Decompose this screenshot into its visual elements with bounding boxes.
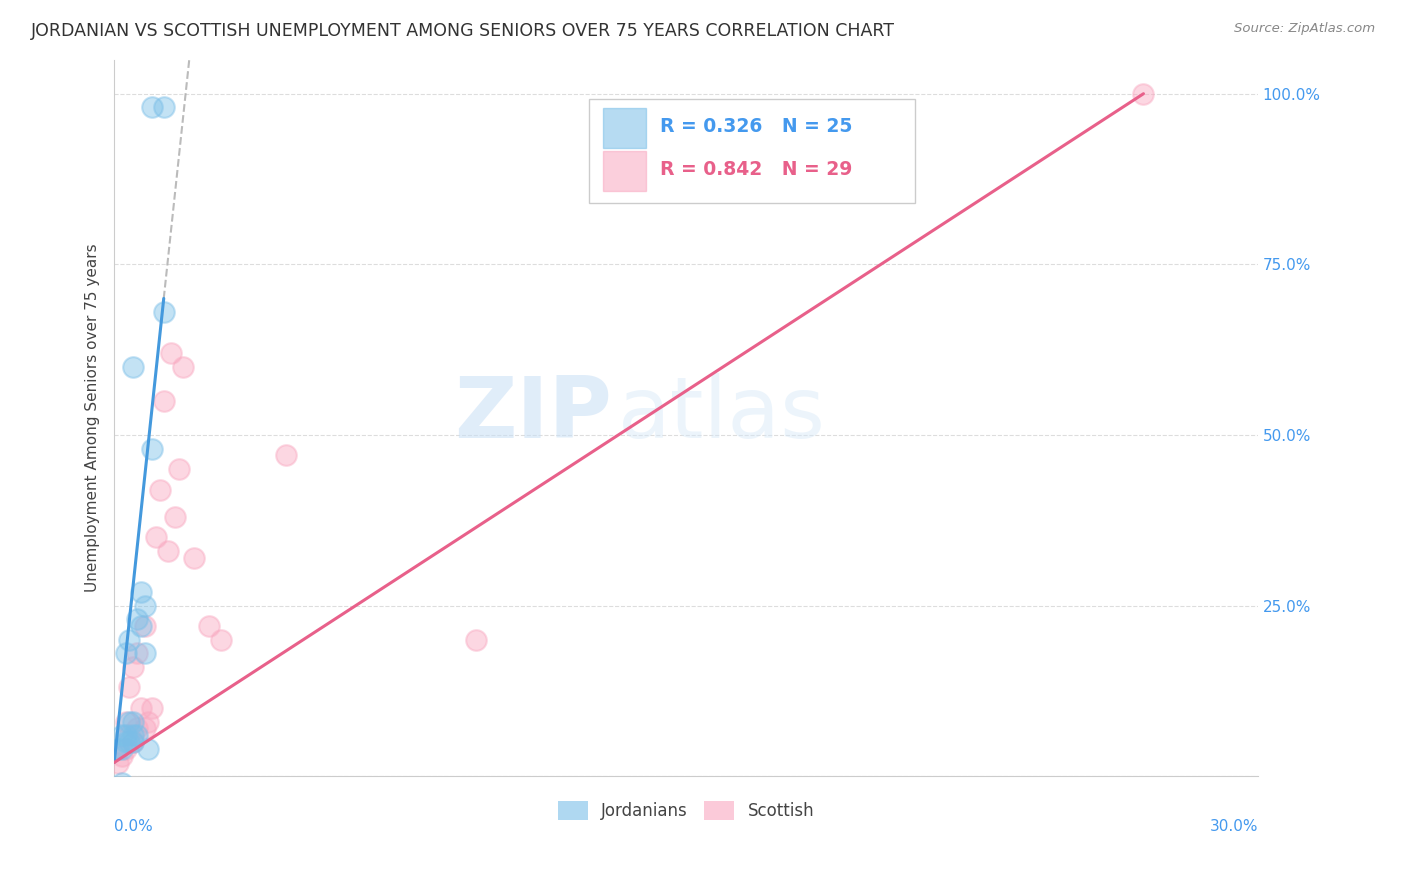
- Point: [111, 776, 134, 790]
- Point: [141, 100, 163, 114]
- Bar: [603, 152, 645, 191]
- Text: 0.0%: 0.0%: [114, 819, 153, 834]
- Text: 30.0%: 30.0%: [1209, 819, 1258, 834]
- Point: [167, 462, 190, 476]
- Point: [122, 714, 145, 729]
- Point: [165, 509, 187, 524]
- Point: [138, 742, 160, 756]
- Point: [111, 742, 134, 756]
- Point: [114, 646, 136, 660]
- Y-axis label: Unemployment Among Seniors over 75 years: Unemployment Among Seniors over 75 years: [86, 244, 100, 592]
- Text: R = 0.326   N = 25: R = 0.326 N = 25: [659, 117, 852, 136]
- Legend: Jordanians, Scottish: Jordanians, Scottish: [550, 793, 823, 829]
- Point: [118, 681, 141, 695]
- Point: [122, 735, 145, 749]
- Point: [160, 346, 183, 360]
- Point: [152, 393, 174, 408]
- Text: atlas: atlas: [617, 373, 825, 456]
- Point: [114, 728, 136, 742]
- Point: [156, 544, 179, 558]
- Point: [114, 714, 136, 729]
- Point: [125, 612, 148, 626]
- Point: [134, 722, 156, 736]
- Text: R = 0.842   N = 29: R = 0.842 N = 29: [659, 160, 852, 178]
- Point: [141, 442, 163, 456]
- Text: ZIP: ZIP: [454, 373, 612, 456]
- Bar: [603, 108, 645, 148]
- Point: [183, 550, 205, 565]
- Point: [134, 646, 156, 660]
- Point: [122, 735, 145, 749]
- Point: [122, 660, 145, 674]
- Point: [125, 728, 148, 742]
- Point: [129, 619, 152, 633]
- Point: [172, 359, 194, 374]
- Point: [122, 359, 145, 374]
- Point: [107, 742, 129, 756]
- Point: [1132, 87, 1154, 101]
- Point: [118, 632, 141, 647]
- Point: [118, 714, 141, 729]
- Point: [141, 701, 163, 715]
- Point: [465, 632, 488, 647]
- Point: [134, 619, 156, 633]
- Point: [125, 722, 148, 736]
- Point: [125, 646, 148, 660]
- FancyBboxPatch shape: [589, 99, 915, 202]
- Point: [107, 756, 129, 770]
- Point: [274, 449, 297, 463]
- Point: [152, 305, 174, 319]
- Point: [111, 748, 134, 763]
- Point: [152, 100, 174, 114]
- Point: [114, 735, 136, 749]
- Point: [129, 585, 152, 599]
- Point: [122, 728, 145, 742]
- Text: Source: ZipAtlas.com: Source: ZipAtlas.com: [1234, 22, 1375, 36]
- Point: [145, 530, 167, 544]
- Point: [149, 483, 172, 497]
- Point: [111, 728, 134, 742]
- Point: [209, 632, 232, 647]
- Point: [129, 701, 152, 715]
- Point: [118, 735, 141, 749]
- Point: [198, 619, 221, 633]
- Point: [138, 714, 160, 729]
- Point: [118, 728, 141, 742]
- Point: [114, 742, 136, 756]
- Text: JORDANIAN VS SCOTTISH UNEMPLOYMENT AMONG SENIORS OVER 75 YEARS CORRELATION CHART: JORDANIAN VS SCOTTISH UNEMPLOYMENT AMONG…: [31, 22, 896, 40]
- Point: [134, 599, 156, 613]
